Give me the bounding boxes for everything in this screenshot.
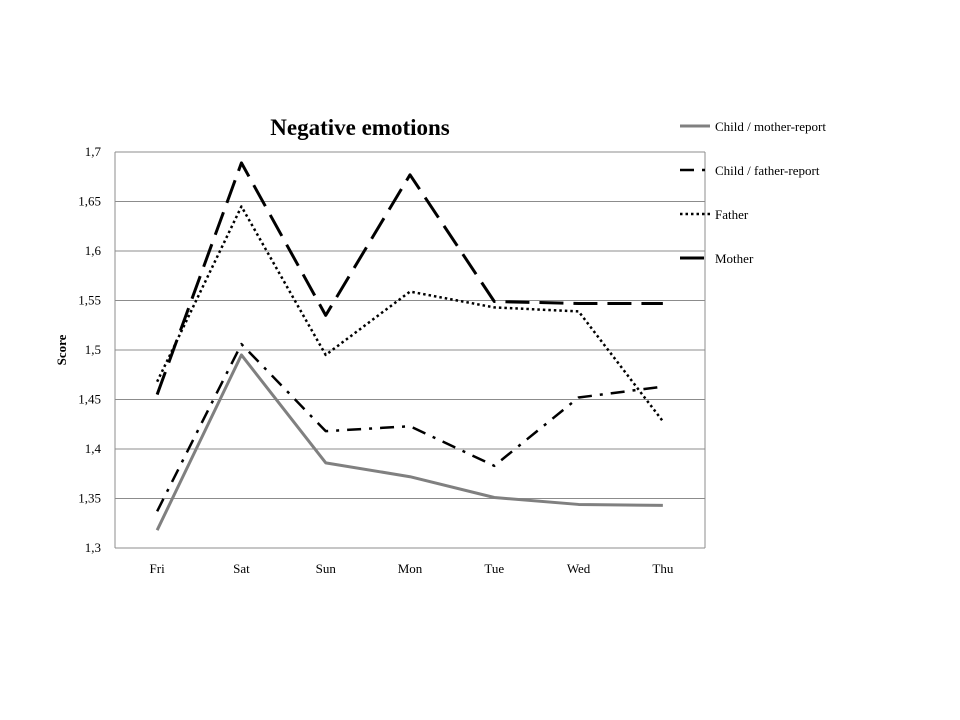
y-axis-title: Score (54, 334, 69, 365)
y-tick-labels: 1,3 1,35 1,4 1,45 1,5 1,55 1,6 1,65 1,7 (78, 144, 101, 555)
y-tick-label: 1,65 (78, 194, 101, 209)
legend-label: Child / mother-report (715, 119, 826, 134)
y-tick-label: 1,7 (85, 144, 102, 159)
legend-label: Mother (715, 251, 754, 266)
x-tick-label: Sat (233, 561, 250, 576)
gridlines (114, 151, 706, 549)
y-tick-label: 1,55 (78, 293, 101, 308)
chart-title: Negative emotions (270, 115, 450, 140)
y-tick-label: 1,5 (85, 342, 101, 357)
y-tick-label: 1,4 (85, 441, 102, 456)
legend-label: Father (715, 207, 749, 222)
x-tick-label: Thu (652, 561, 673, 576)
x-tick-label: Wed (567, 561, 591, 576)
y-tick-label: 1,6 (85, 243, 102, 258)
x-tick-label: Sun (316, 561, 337, 576)
x-tick-label: Mon (398, 561, 423, 576)
y-tick-label: 1,3 (85, 540, 101, 555)
series-lines (155, 161, 664, 531)
y-tick-label: 1,35 (78, 491, 101, 506)
legend: Child / mother-report Child / father-repo… (680, 119, 826, 266)
series-line-mother (155, 161, 663, 396)
y-tick-label: 1,45 (78, 392, 101, 407)
series-line-child-father-report (156, 342, 664, 512)
series-line-father (156, 205, 664, 423)
x-tick-label: Tue (484, 561, 504, 576)
x-tick-labels: Fri Sat Sun Mon Tue Wed Thu (150, 561, 674, 576)
x-tick-label: Fri (150, 561, 166, 576)
series-line-child-mother-report (155, 353, 663, 531)
legend-label: Child / father-report (715, 163, 820, 178)
